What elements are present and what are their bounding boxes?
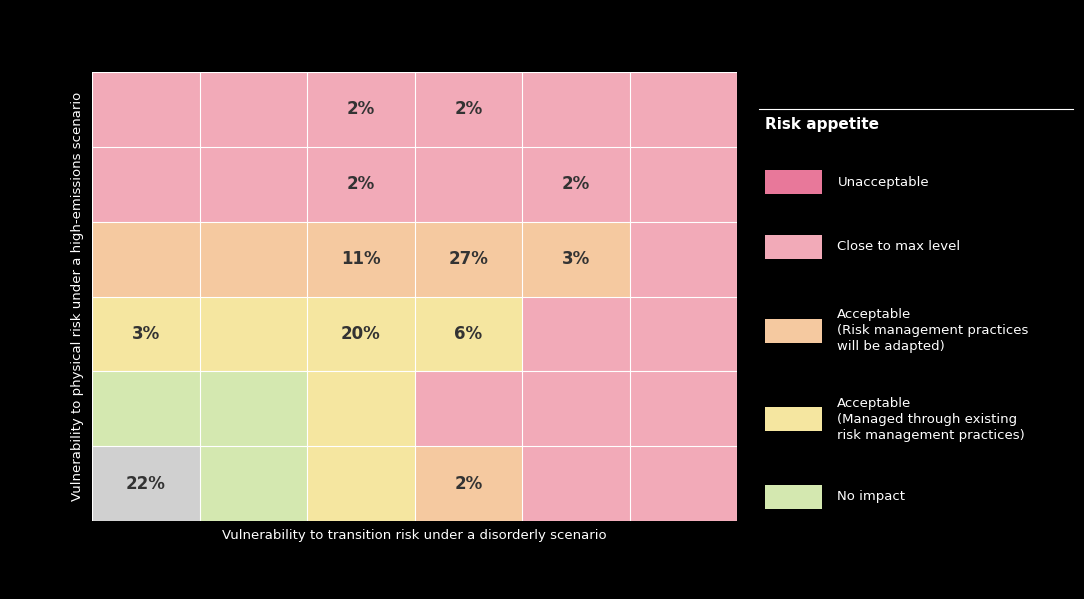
Bar (414, 297, 522, 371)
Bar (414, 72, 522, 147)
Text: 3%: 3% (562, 250, 590, 268)
Bar (92, 72, 199, 147)
Bar (92, 147, 199, 222)
Bar (630, 446, 737, 521)
Bar (522, 446, 630, 521)
Text: Close to max level: Close to max level (837, 240, 960, 253)
Bar (522, 371, 630, 446)
Bar (199, 371, 307, 446)
Text: 3%: 3% (132, 325, 160, 343)
Bar (199, 222, 307, 297)
Text: Acceptable
(Risk management practices
will be adapted): Acceptable (Risk management practices wi… (837, 308, 1029, 353)
Text: 2%: 2% (347, 100, 375, 119)
Bar (630, 72, 737, 147)
Bar (199, 297, 307, 371)
Bar (765, 485, 822, 509)
Text: 22%: 22% (126, 474, 166, 493)
Text: 2%: 2% (454, 474, 482, 493)
Bar (522, 147, 630, 222)
Bar (765, 407, 822, 431)
Text: Unacceptable: Unacceptable (837, 176, 929, 189)
Text: 2%: 2% (347, 175, 375, 193)
Bar (765, 319, 822, 343)
Bar (307, 297, 414, 371)
Bar (92, 371, 199, 446)
Bar (199, 72, 307, 147)
Text: 11%: 11% (341, 250, 380, 268)
Bar (199, 147, 307, 222)
Bar (414, 371, 522, 446)
Bar (765, 235, 822, 259)
Bar (522, 297, 630, 371)
Bar (414, 147, 522, 222)
Bar (630, 147, 737, 222)
Bar (414, 222, 522, 297)
Bar (199, 446, 307, 521)
Bar (307, 147, 414, 222)
Y-axis label: Vulnerability to physical risk under a high-emissions scenario: Vulnerability to physical risk under a h… (70, 92, 83, 501)
Bar (630, 371, 737, 446)
Bar (765, 170, 822, 194)
Bar (307, 72, 414, 147)
Text: 20%: 20% (341, 325, 380, 343)
Text: No impact: No impact (837, 491, 905, 503)
Text: Risk appetite: Risk appetite (765, 117, 879, 132)
Text: 2%: 2% (562, 175, 590, 193)
Text: Acceptable
(Managed through existing
risk management practices): Acceptable (Managed through existing ris… (837, 397, 1025, 442)
Text: 27%: 27% (449, 250, 488, 268)
Bar (92, 222, 199, 297)
Bar (522, 72, 630, 147)
Bar (307, 371, 414, 446)
Bar (630, 297, 737, 371)
Bar (630, 222, 737, 297)
Text: 6%: 6% (454, 325, 482, 343)
X-axis label: Vulnerability to transition risk under a disorderly scenario: Vulnerability to transition risk under a… (222, 530, 607, 543)
Bar (92, 446, 199, 521)
Bar (307, 222, 414, 297)
Text: 2%: 2% (454, 100, 482, 119)
Bar (307, 446, 414, 521)
Bar (92, 297, 199, 371)
Bar (522, 222, 630, 297)
Bar (414, 446, 522, 521)
